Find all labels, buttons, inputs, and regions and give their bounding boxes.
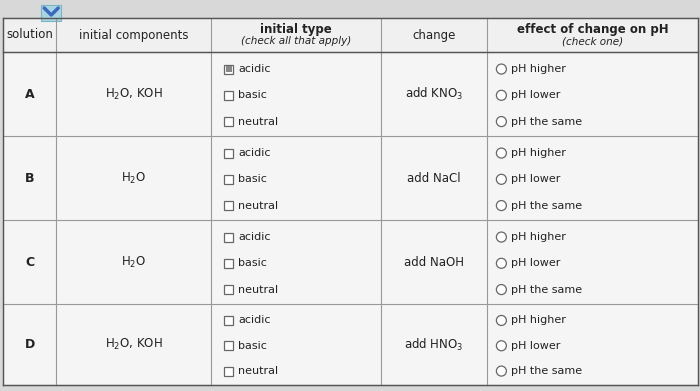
Text: (check one): (check one) [562, 36, 623, 46]
Circle shape [496, 316, 506, 325]
Text: H$_2$O: H$_2$O [121, 255, 146, 269]
Text: neutral: neutral [238, 366, 278, 376]
Text: pH lower: pH lower [512, 174, 561, 184]
Bar [225, 285, 233, 294]
Text: pH lower: pH lower [512, 258, 561, 268]
Text: effect of change on pH: effect of change on pH [517, 23, 668, 36]
Text: A: A [25, 88, 34, 100]
Circle shape [496, 148, 506, 158]
Bar [225, 149, 233, 158]
Bar [225, 233, 233, 242]
Bar [226, 66, 232, 72]
Text: add HNO$_3$: add HNO$_3$ [405, 336, 463, 353]
Bar [41, 5, 61, 21]
Text: solution: solution [6, 29, 53, 41]
Circle shape [496, 174, 506, 184]
Text: add NaCl: add NaCl [407, 172, 461, 185]
Circle shape [496, 341, 506, 351]
Text: pH the same: pH the same [512, 117, 582, 127]
Text: acidic: acidic [238, 232, 270, 242]
Text: H$_2$O, KOH: H$_2$O, KOH [105, 86, 162, 102]
Text: pH higher: pH higher [512, 232, 566, 242]
Circle shape [496, 90, 506, 100]
Text: pH higher: pH higher [512, 148, 566, 158]
Text: initial components: initial components [79, 29, 188, 41]
Bar [225, 201, 233, 210]
Text: C: C [25, 255, 34, 269]
Text: pH higher: pH higher [512, 316, 566, 325]
Text: H$_2$O: H$_2$O [121, 170, 146, 186]
Text: neutral: neutral [238, 117, 278, 127]
Bar [225, 316, 233, 325]
Circle shape [496, 64, 506, 74]
Bar [225, 65, 233, 74]
Text: neutral: neutral [238, 285, 278, 294]
Text: neutral: neutral [238, 201, 278, 211]
Text: basic: basic [238, 174, 267, 184]
Text: basic: basic [238, 258, 267, 268]
Text: initial type: initial type [260, 23, 332, 36]
Bar [225, 117, 233, 126]
Text: change: change [412, 29, 456, 41]
Bar [225, 341, 233, 350]
Text: D: D [25, 338, 35, 351]
Text: H$_2$O, KOH: H$_2$O, KOH [105, 337, 162, 352]
Circle shape [496, 201, 506, 211]
Text: basic: basic [238, 341, 267, 351]
Bar [225, 91, 233, 100]
Text: pH the same: pH the same [512, 366, 582, 376]
Text: add KNO$_3$: add KNO$_3$ [405, 86, 463, 102]
Circle shape [496, 117, 506, 127]
Text: B: B [25, 172, 34, 185]
Bar [225, 367, 233, 376]
Circle shape [496, 366, 506, 376]
Text: pH higher: pH higher [512, 64, 566, 74]
Text: acidic: acidic [238, 148, 270, 158]
Bar [4, 18, 698, 52]
Circle shape [496, 232, 506, 242]
Text: pH lower: pH lower [512, 341, 561, 351]
Bar [225, 175, 233, 184]
Text: pH lower: pH lower [512, 90, 561, 100]
Text: add NaOH: add NaOH [404, 255, 464, 269]
Text: (check all that apply): (check all that apply) [241, 36, 351, 46]
Text: acidic: acidic [238, 316, 270, 325]
Text: acidic: acidic [238, 64, 270, 74]
Circle shape [496, 258, 506, 268]
Text: basic: basic [238, 90, 267, 100]
Circle shape [496, 285, 506, 294]
Text: pH the same: pH the same [512, 201, 582, 211]
Text: pH the same: pH the same [512, 285, 582, 294]
Bar [225, 259, 233, 268]
